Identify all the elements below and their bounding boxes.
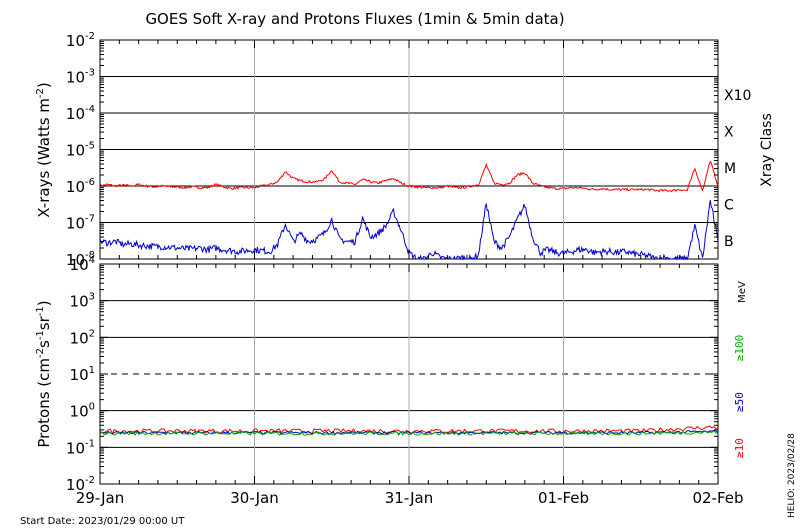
y-tick-label: 104 [70,255,95,274]
proton-energy-label: ≥10 [733,438,746,458]
y-tick-label: 10-3 [66,68,95,87]
xray-series-line [99,199,719,261]
proton-series-line [99,430,719,436]
credit-label: HELIO: 2023/02/28 [787,433,797,518]
proton-energy-labels: ≥100 ≥50 ≥10 [733,335,746,458]
xray-class-labels: X10 X M C B [724,88,751,250]
xray-y-ticks: 10-2 10-3 10-4 10-5 10-6 10-7 10-8 [66,31,718,269]
xray-series-group [99,160,719,261]
proton-y-ticks: 104 103 102 101 100 10-1 10-2 [66,255,718,494]
y-tick-label: 10-8 [66,250,95,269]
y-tick-label: 10-1 [66,438,95,457]
y-tick-label: 10-6 [66,177,95,196]
xray-class-label: X [724,124,734,140]
proton-y-axis-label: Protons (cm-2s-1sr-1) [35,300,53,447]
chart-title: GOES Soft X-ray and Protons Fluxes (1min… [145,10,564,28]
proton-series-line [99,429,719,435]
xray-class-label: M [724,161,736,177]
xray-class-axis-label: Xray Class [759,113,775,187]
xray-class-label: B [724,234,734,250]
proton-energy-label: ≥100 [733,335,746,362]
start-date-label: Start Date: 2023/01/29 00:00 UT [20,516,185,527]
xray-class-label: C [724,197,734,213]
proton-series-line [99,425,719,435]
x-tick-label: 29-Jan [76,489,124,507]
y-tick-label: 10-7 [66,214,95,233]
xray-series-line [99,160,719,193]
x-tick-label: 02-Feb [692,489,743,507]
y-tick-label: 102 [70,328,95,347]
y-tick-label: 10-5 [66,141,95,160]
y-tick-label: 103 [70,292,95,311]
y-tick-label: 10-4 [66,104,95,123]
y-tick-label: 100 [70,402,95,421]
xray-y-axis-label: X-rays (Watts m-2) [35,82,53,217]
x-tick-label: 31-Jan [385,489,433,507]
y-tick-label: 101 [70,365,95,384]
x-tick-label: 30-Jan [230,489,278,507]
y-tick-label: 10-2 [66,475,95,494]
x-tick-label: 01-Feb [538,489,589,507]
x-axis-ticks: 29-Jan 30-Jan 31-Jan 01-Feb 02-Feb [76,40,744,507]
proton-energy-unit-label: MeV [737,281,748,303]
xray-class-label: X10 [724,88,751,104]
day-gridlines [254,40,564,484]
y-tick-label: 10-2 [66,31,95,50]
proton-series-group [99,425,719,436]
proton-energy-label: ≥50 [733,392,746,412]
